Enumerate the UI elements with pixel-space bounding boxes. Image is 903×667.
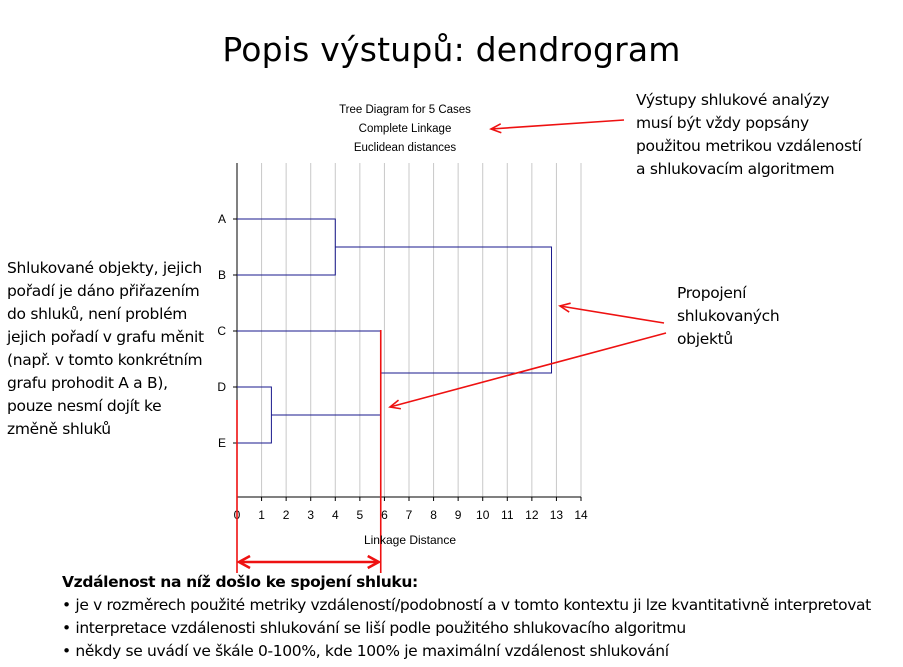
note-line: pouze nesmí dojít ke [7,397,162,415]
note-object-order: Shlukované objekty, jejich pořadí je dán… [7,257,229,441]
note-line: grafu prohodit A a B), [7,374,168,392]
note-line: pořadí je dáno přiřazením [7,282,200,300]
note-line: Výstupy shlukové analýzy [636,91,830,109]
note-line: musí být vždy popsány [636,114,809,132]
explanation-bullet: • je v rozměrech použité metriky vzdálen… [62,596,871,614]
grid-lines [261,163,582,497]
explanation-bullet: • interpretace vzdálenosti shlukování se… [62,619,686,637]
arrow-shaft [559,305,665,324]
x-tick-label: 5 [357,508,364,522]
x-tick-label: 1 [258,508,265,522]
note-line: jejich pořadí v grafu měnit [7,328,204,346]
arrow-to-cde-link [388,332,667,410]
distance-explanation: Vzdálenost na níž došlo ke spojení shluk… [62,571,902,663]
arrow-shaft [490,119,625,130]
arrow-shaft [389,332,667,408]
dendrogram-link [237,386,272,444]
note-line: Shlukované objekty, jejich [7,259,202,277]
x-tick-label: 4 [332,508,339,522]
explanation-bullet: • někdy se uvádí ve škále 0-100%, kde 10… [62,642,669,660]
x-axis-label: Linkage Distance [364,533,456,547]
x-tick-label: 14 [574,508,588,522]
annotations [236,119,667,573]
x-tick-label: 6 [381,508,388,522]
leaf-labels: A B C D E [217,212,226,450]
x-tick-label: 8 [430,508,437,522]
arrow-to-caption [489,119,625,134]
x-tick-label: 12 [525,508,539,522]
axes [233,163,582,501]
leaf-label: A [218,212,226,226]
chart-subtitle-linkage: Complete Linkage [358,123,452,135]
note-line: použitou metrikou vzdáleností [636,137,862,155]
leaf-label: D [217,380,226,394]
x-tick-label: 7 [406,508,413,522]
note-line: shlukovaných [677,307,780,325]
note-line: změně shluků [7,420,111,438]
note-line: do shluků, není problém [7,305,188,323]
chart-subtitle-metric: Euclidean distances [353,142,457,154]
x-tick-label: 9 [455,508,462,522]
note-line: Propojení [677,284,747,302]
leaf-label: C [217,324,226,338]
note-line: (např. v tomto konkrétním [7,351,203,369]
note-links: Propojení shlukovaných objektů [677,282,877,351]
x-tick-label: 10 [476,508,490,522]
arrow-head [388,399,401,410]
explanation-heading: Vzdálenost na níž došlo ke spojení shluk… [62,573,418,591]
leaf-label: B [218,268,226,282]
x-tick-label: 3 [307,508,314,522]
chart-title: Tree Diagram for 5 Cases [339,104,471,116]
x-tick-labels: 01234567891011121314 [234,508,588,522]
span-head-left [236,554,251,570]
dendrogram-links [237,218,553,444]
note-line: objektů [677,330,733,348]
span-head-right [367,554,382,570]
arrow-head [558,302,571,313]
x-tick-label: 11 [501,508,514,522]
x-tick-label: 2 [283,508,290,522]
arrow-to-top-link [558,302,665,324]
chart-caption: Tree Diagram for 5 Cases Complete Linkag… [300,101,510,158]
note-metric-algorithm: Výstupy shlukové analýzy musí být vždy p… [636,89,901,181]
dendrogram-link [335,246,553,374]
x-tick-label: 13 [550,508,564,522]
distance-span-arrow [236,554,382,570]
arrow-head [489,123,502,134]
dendrogram-link [237,330,382,416]
slide-title: Popis výstupů: dendrogram [222,30,681,69]
note-line: a shlukovacím algoritmem [636,160,835,178]
leaf-label: E [218,436,226,450]
